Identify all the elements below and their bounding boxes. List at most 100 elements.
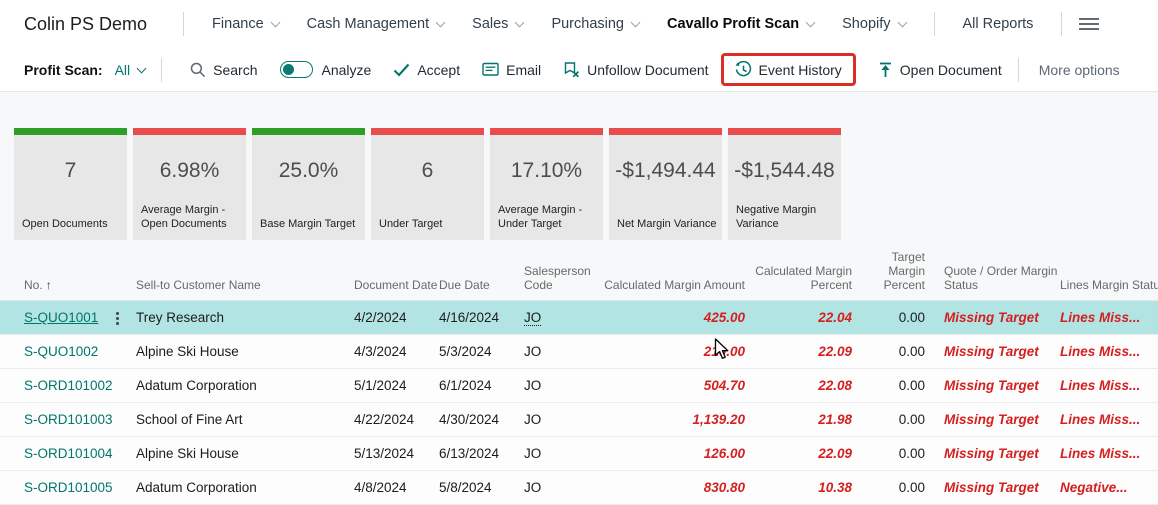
nav-item-all-reports[interactable]: All Reports (962, 16, 1034, 32)
table-row[interactable]: S-ORD101003 School of Fine Art 4/22/2024… (0, 403, 1158, 437)
due-date-cell: 6/1/2024 (439, 378, 492, 393)
table-body: S-QUO1001 Trey Research 4/2/2024 4/16/20… (0, 300, 1158, 505)
open-document-icon (879, 62, 891, 77)
lines-margin-status-cell: Lines Miss... (1060, 310, 1141, 325)
column-header-customer[interactable]: Sell-to Customer Name (136, 278, 261, 292)
tile-average-margin-open[interactable]: 6.98% Average Margin - Open Documents (133, 128, 246, 240)
nav-divider (183, 12, 185, 36)
search-icon (190, 62, 206, 77)
row-menu-icon[interactable] (116, 312, 119, 325)
unfollow-document-button[interactable]: Unfollow Document (563, 62, 709, 78)
chevron-down-icon (897, 17, 907, 27)
toggle-knob (282, 63, 294, 75)
filter-caption: Profit Scan: (24, 61, 103, 78)
salesperson-cell: JO (524, 344, 542, 359)
customer-cell: Adatum Corporation (136, 480, 257, 495)
due-date-cell: 6/13/2024 (439, 446, 500, 461)
chevron-down-icon (630, 17, 641, 27)
margin-amount-cell: 830.80 (703, 480, 745, 495)
nav-divider (1061, 12, 1063, 36)
table-row[interactable]: S-QUO1001 Trey Research 4/2/2024 4/16/20… (0, 301, 1158, 335)
company-name[interactable]: Colin PS Demo (24, 13, 148, 34)
more-options-button[interactable]: More options (1038, 61, 1120, 78)
chevron-down-icon (136, 63, 147, 73)
lines-margin-status-cell: Lines Miss... (1060, 344, 1141, 359)
event-history-icon (735, 61, 751, 77)
page-content: 7 Open Documents 6.98% Average Margin - Op… (0, 92, 1158, 505)
margin-amount-cell: 425.00 (703, 310, 745, 325)
order-margin-status-cell: Missing Target (944, 446, 1039, 461)
due-date-cell: 5/8/2024 (439, 480, 492, 495)
document-link[interactable]: S-ORD101002 (24, 378, 113, 393)
column-header-due-date[interactable]: Due Date (439, 278, 490, 292)
open-document-button[interactable]: Open Document (878, 62, 1002, 78)
tile-net-margin-variance[interactable]: -$1,494.44 Net Margin Variance (609, 128, 722, 240)
tile-status-bar (14, 128, 127, 135)
nav-item-finance[interactable]: Finance (212, 16, 281, 32)
chevron-down-icon (270, 17, 281, 27)
document-link[interactable]: S-QUO1001 (24, 310, 99, 325)
column-header-target-percent[interactable]: Target Margin Percent (883, 250, 925, 292)
document-date-cell: 4/8/2024 (354, 480, 407, 495)
table-row[interactable]: S-QUO1002 Alpine Ski House 4/3/2024 5/3/… (0, 335, 1158, 369)
document-link[interactable]: S-ORD101003 (24, 412, 113, 427)
email-button[interactable]: Email (482, 62, 541, 78)
menu-icon[interactable] (1078, 17, 1100, 31)
nav-item-sales[interactable]: Sales (472, 16, 525, 32)
nav-item-purchasing[interactable]: Purchasing (551, 16, 641, 32)
document-date-cell: 5/13/2024 (354, 446, 415, 461)
search-button[interactable]: Search (190, 62, 258, 78)
document-link[interactable]: S-QUO1002 (24, 344, 99, 359)
analyze-label: Analyze (321, 61, 372, 78)
accept-button[interactable]: Accept (393, 62, 460, 78)
customer-cell: Alpine Ski House (136, 446, 239, 461)
tile-average-margin-under[interactable]: 17.10% Average Margin - Under Target (490, 128, 603, 240)
tile-status-bar (133, 128, 246, 135)
column-header-margin-amount[interactable]: Calculated Margin Amount (604, 278, 745, 292)
document-link[interactable]: S-ORD101005 (24, 480, 113, 495)
nav-divider (933, 12, 935, 36)
chevron-down-icon (514, 17, 525, 27)
margin-amount-cell: 210.00 (703, 344, 745, 359)
documents-table: No. ↑ Sell-to Customer Name Document Date… (0, 250, 1158, 505)
document-link[interactable]: S-ORD101004 (24, 446, 113, 461)
filter-dropdown[interactable]: All (115, 62, 147, 78)
kpi-tiles: 7 Open Documents 6.98% Average Margin - Op… (0, 92, 1158, 240)
tile-base-margin-target[interactable]: 25.0% Base Margin Target (252, 128, 365, 240)
column-header-order-status[interactable]: Quote / Order Margin Status (944, 264, 1058, 292)
nav-item-cavallo-profit-scan[interactable]: Cavallo Profit Scan (667, 16, 816, 32)
salesperson-cell: JO (524, 480, 542, 495)
margin-amount-cell: 1,139.20 (692, 412, 745, 427)
annotation-highlight: Event History (720, 53, 856, 86)
nav-item-shopify[interactable]: Shopify (842, 16, 907, 32)
nav-item-cash-management[interactable]: Cash Management (307, 16, 446, 32)
column-header-margin-percent[interactable]: Calculated Margin Percent (755, 264, 852, 292)
action-toolbar: Profit Scan: All Search Analyze Accept E… (0, 48, 1158, 92)
column-header-no[interactable]: No. ↑ (24, 278, 52, 292)
order-margin-status-cell: Missing Target (944, 480, 1039, 495)
column-header-document-date[interactable]: Document Date (354, 278, 438, 292)
chevron-down-icon (805, 17, 816, 27)
salesperson-link[interactable]: JO (524, 310, 542, 326)
email-icon (482, 62, 499, 76)
table-row[interactable]: S-ORD101005 Adatum Corporation 4/8/2024 … (0, 471, 1158, 505)
salesperson-cell: JO (524, 446, 542, 461)
top-navigation: Colin PS Demo Finance Cash Management Sa… (0, 0, 1158, 48)
table-row[interactable]: S-ORD101002 Adatum Corporation 5/1/2024 … (0, 369, 1158, 403)
event-history-button[interactable]: Event History (735, 61, 842, 78)
target-percent-cell: 0.00 (898, 412, 925, 427)
document-date-cell: 4/2/2024 (354, 310, 407, 325)
table-row[interactable]: S-ORD101004 Alpine Ski House 5/13/2024 6… (0, 437, 1158, 471)
checkmark-icon (394, 63, 410, 77)
tile-negative-margin-variance[interactable]: -$1,544.48 Negative Margin Variance (728, 128, 841, 240)
margin-percent-cell: 10.38 (818, 480, 852, 495)
target-percent-cell: 0.00 (898, 310, 925, 325)
salesperson-cell: JO (524, 412, 542, 427)
table-header-row: No. ↑ Sell-to Customer Name Document Date… (0, 250, 1158, 300)
column-header-lines-status[interactable]: Lines Margin Status (1060, 278, 1158, 292)
tile-under-target[interactable]: 6 Under Target (371, 128, 484, 240)
margin-percent-cell: 22.04 (818, 310, 852, 325)
column-header-salesperson[interactable]: Salesperson Code (524, 264, 591, 292)
analyze-toggle[interactable] (279, 61, 313, 78)
tile-open-documents[interactable]: 7 Open Documents (14, 128, 127, 240)
